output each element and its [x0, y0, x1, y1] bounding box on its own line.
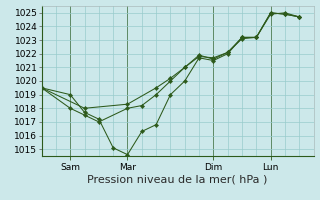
X-axis label: Pression niveau de la mer( hPa ): Pression niveau de la mer( hPa ) — [87, 175, 268, 185]
